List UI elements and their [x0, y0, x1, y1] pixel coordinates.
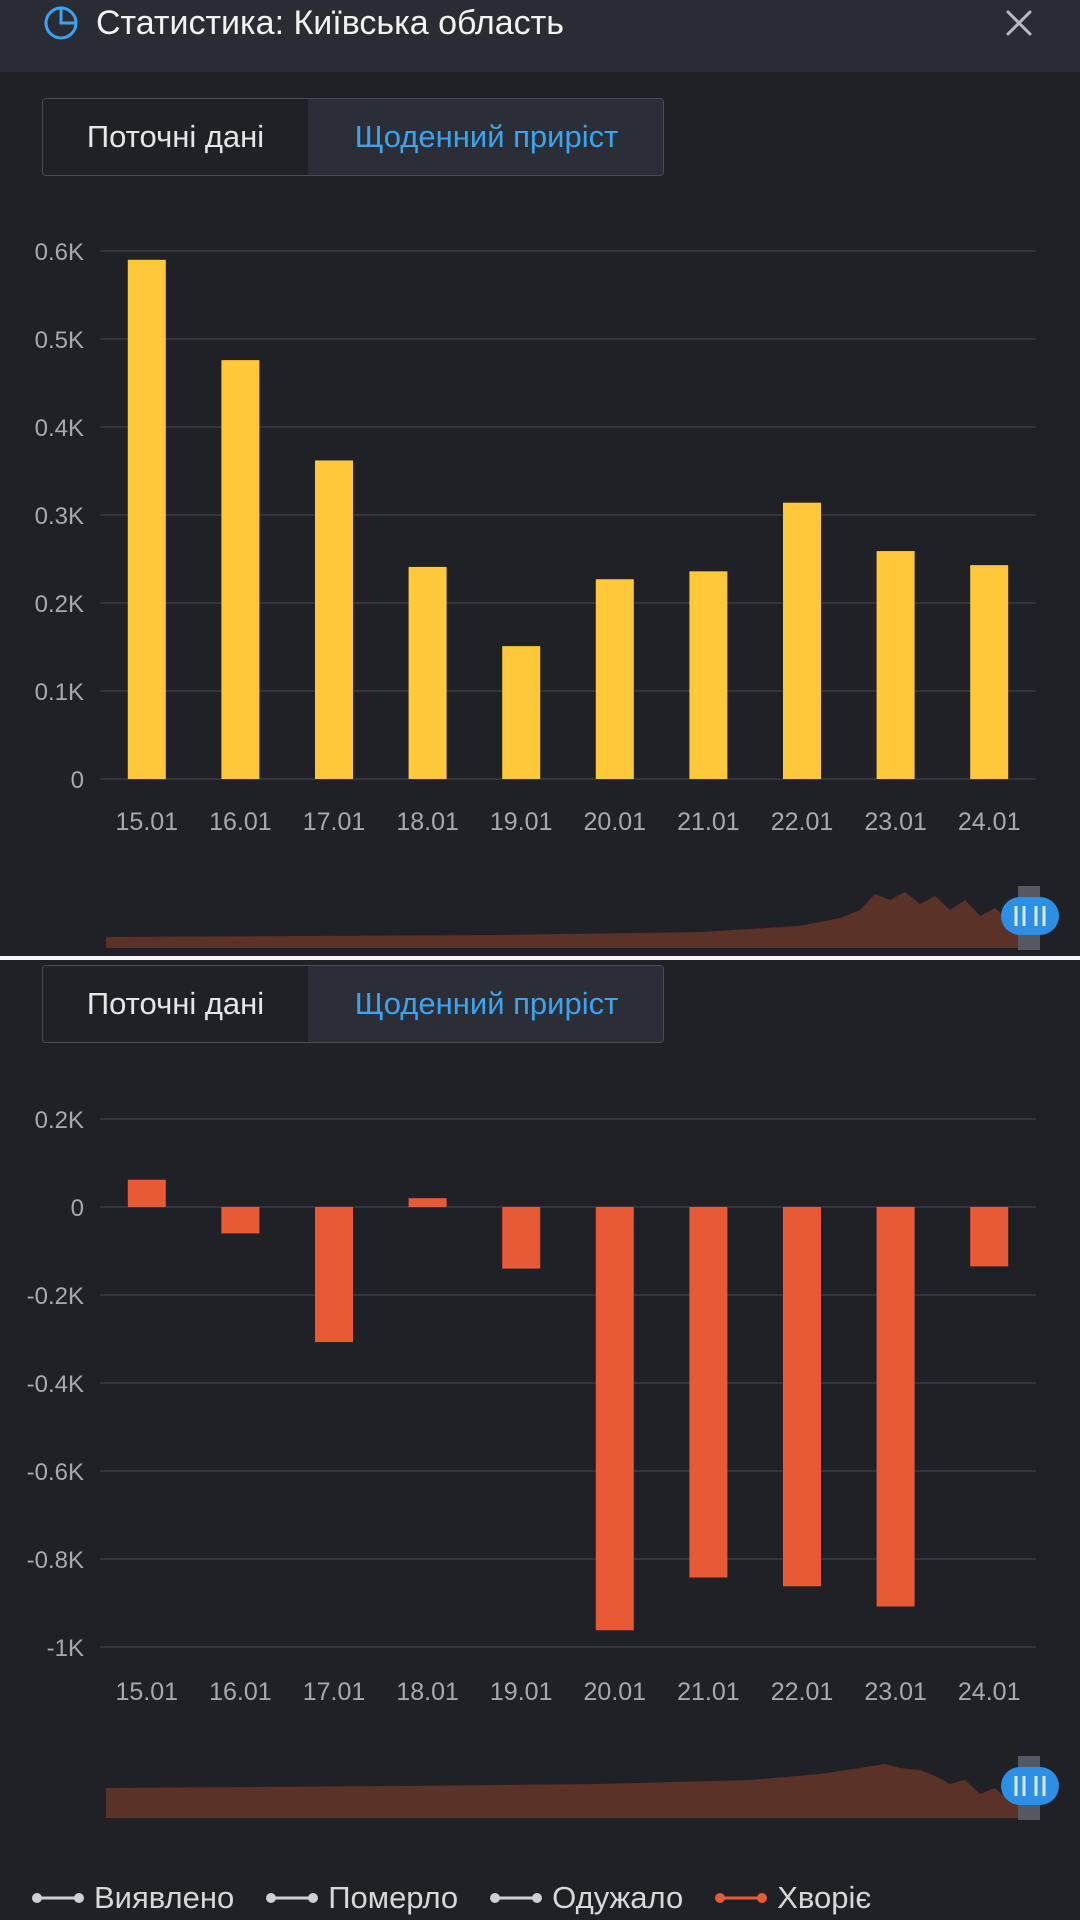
x-tick-label: 17.01: [303, 808, 366, 830]
bar[interactable]: [783, 1207, 821, 1587]
overview-area: [106, 1764, 1028, 1818]
x-tick-label: 16.01: [209, 808, 272, 830]
y-tick-label: 0.6K: [35, 239, 84, 266]
bar[interactable]: [408, 566, 447, 779]
tab-current-data[interactable]: Поточні дані: [86, 986, 265, 1021]
bar[interactable]: [127, 1179, 166, 1207]
chart-legend: Виявлено Померло Одужало Хворіє: [30, 1876, 901, 1920]
y-tick-label: -0.8K: [27, 1547, 84, 1574]
x-tick-label: 23.01: [864, 1678, 927, 1706]
detected-bar-chart: 0 0.1K 0.2K 0.3K 0.4K 0.5K 0.6K 15.01 16.01 17.01…: [35, 239, 1036, 830]
legend-label: Одужало: [552, 1880, 684, 1915]
bar[interactable]: [595, 1207, 634, 1631]
pie-chart-icon: [44, 6, 78, 40]
bar[interactable]: [408, 1198, 447, 1207]
legend-item-died[interactable]: Померло: [264, 1880, 458, 1916]
sick-bar-chart: -1K -0.8K -0.6K -0.4K -0.2K 0 0.2K 15.01 16.01 17…: [27, 1107, 1036, 1706]
bar[interactable]: [970, 565, 1009, 779]
line-marker-icon: [490, 1893, 543, 1903]
x-tick-label: 18.01: [396, 808, 459, 830]
y-tick-label: -0.2K: [27, 1283, 84, 1310]
legend-label: Виявлено: [94, 1880, 235, 1915]
x-tick-label: 15.01: [116, 808, 179, 830]
x-tick-label: 24.01: [958, 808, 1021, 830]
y-tick-label: 0.5K: [35, 327, 84, 354]
y-tick-label: 0.3K: [35, 503, 84, 530]
timeline-overview[interactable]: [0, 1750, 1080, 1826]
y-tick-label: 0: [71, 1195, 84, 1222]
y-tick-label: 0.2K: [35, 591, 84, 618]
x-tick-label: 24.01: [958, 1678, 1021, 1706]
overview-range-handle[interactable]: [1001, 1767, 1059, 1805]
line-marker-icon: [32, 1893, 84, 1903]
timeline-overview[interactable]: [0, 880, 1080, 956]
tab-current-data[interactable]: Поточні дані: [86, 119, 265, 154]
x-tick-label: 16.01: [209, 1678, 272, 1706]
x-tick-label: 19.01: [490, 1678, 553, 1706]
bar[interactable]: [595, 579, 634, 779]
line-marker-icon: [266, 1893, 319, 1903]
y-tick-label: -0.4K: [27, 1371, 84, 1398]
bar[interactable]: [315, 1207, 353, 1343]
y-tick-label: 0.1K: [35, 679, 84, 706]
x-tick-label: 20.01: [584, 1678, 647, 1706]
legend-item-detected[interactable]: Виявлено: [30, 1880, 234, 1916]
bar[interactable]: [502, 646, 541, 779]
window-header: Статистика: Київська область: [0, 0, 1080, 72]
bar[interactable]: [876, 551, 915, 779]
overview-area: [106, 892, 1028, 948]
bar[interactable]: [221, 360, 260, 779]
x-tick-label: 22.01: [771, 808, 834, 830]
line-marker-icon: [715, 1893, 768, 1903]
legend-label: Хворіє: [777, 1880, 872, 1915]
bar[interactable]: [970, 1207, 1009, 1267]
bar[interactable]: [221, 1207, 260, 1234]
bar[interactable]: [127, 259, 166, 779]
x-tick-label: 20.01: [584, 808, 647, 830]
x-tick-label: 21.01: [677, 1678, 740, 1706]
x-tick-label: 15.01: [116, 1678, 179, 1706]
x-tick-label: 19.01: [490, 808, 553, 830]
close-icon[interactable]: [1002, 6, 1036, 40]
panel-divider: [0, 956, 1080, 960]
legend-item-recovered[interactable]: Одужало: [488, 1880, 683, 1916]
x-tick-label: 17.01: [303, 1678, 366, 1706]
bar[interactable]: [502, 1207, 541, 1269]
mode-tabs: Поточні дані Щоденний приріст: [42, 98, 664, 176]
legend-label: Померло: [328, 1880, 459, 1915]
x-tick-label: 21.01: [677, 808, 740, 830]
y-tick-label: -1K: [47, 1635, 84, 1662]
mode-tabs: Поточні дані Щоденний приріст: [42, 965, 664, 1043]
page-title: Статистика: Київська область: [96, 4, 564, 42]
legend-item-sick[interactable]: Хворіє: [713, 1880, 871, 1916]
bar[interactable]: [783, 502, 821, 779]
bar[interactable]: [689, 1207, 728, 1578]
x-tick-label: 22.01: [771, 1678, 834, 1706]
bar[interactable]: [689, 571, 728, 779]
tab-daily-growth[interactable]: Щоденний приріст: [308, 99, 663, 175]
overview-range-handle[interactable]: [1001, 897, 1059, 935]
x-tick-label: 18.01: [396, 1678, 459, 1706]
tab-daily-growth[interactable]: Щоденний приріст: [308, 966, 663, 1042]
bar[interactable]: [315, 460, 353, 779]
y-tick-label: 0: [71, 767, 84, 794]
y-tick-label: 0.4K: [35, 415, 84, 442]
y-tick-label: -0.6K: [27, 1459, 84, 1486]
y-tick-label: 0.2K: [35, 1107, 84, 1134]
bar[interactable]: [876, 1207, 915, 1607]
x-tick-label: 23.01: [864, 808, 927, 830]
